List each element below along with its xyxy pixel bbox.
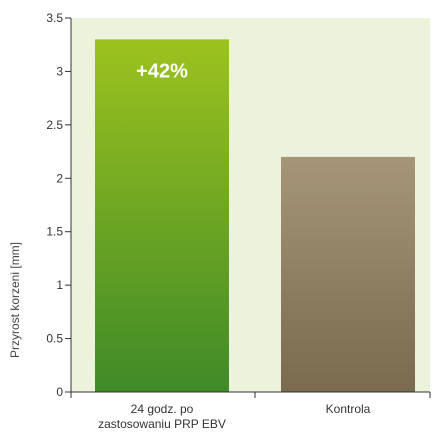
bars-group xyxy=(95,39,415,392)
y-tick-label: 1 xyxy=(56,278,63,292)
bar-2 xyxy=(281,156,415,392)
y-tick-label: 2 xyxy=(56,171,63,185)
y-tick-label: 3 xyxy=(56,64,63,78)
category-label: Kontrola xyxy=(326,402,371,416)
y-tick-label: 3.5 xyxy=(46,11,63,25)
y-tick-label: 2.5 xyxy=(46,118,63,132)
y-tick-label: 0 xyxy=(56,385,63,399)
y-axis-title: Przyrost korzeni [mm] xyxy=(8,242,22,358)
y-tick-label: 0.5 xyxy=(46,332,63,346)
bar-1-data-label: +42% xyxy=(136,60,188,82)
axes-group xyxy=(65,17,431,398)
category-label: 24 godz. po xyxy=(131,402,194,416)
labels-group: +42% 0 0.5 1 1.5 2 2.5 3 3.5 24 godz. pozastosowa… xyxy=(8,11,371,431)
y-tick-label: 1.5 xyxy=(46,225,63,239)
bar-1 xyxy=(95,39,229,392)
category-label: zastosowaniu PRP EBV xyxy=(98,417,226,431)
